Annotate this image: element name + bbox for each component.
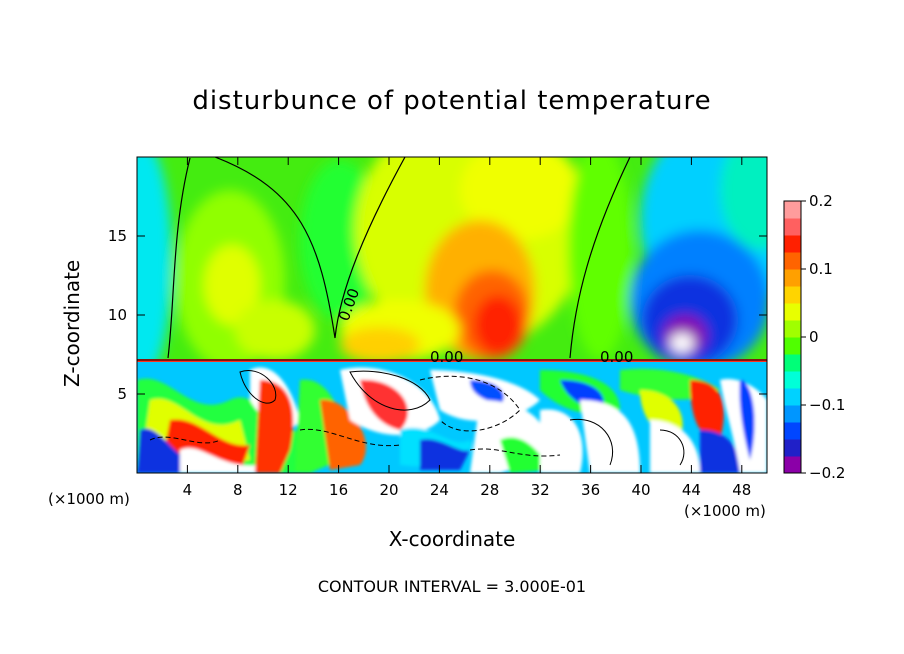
x-axis-label: X-coordinate — [388, 527, 516, 551]
x-tick-label: 44 — [682, 481, 701, 499]
colorbar-swatch — [784, 235, 801, 253]
colorbar-swatch — [784, 320, 801, 338]
colorbar-swatch — [784, 371, 801, 389]
contour-label: 0.00 — [600, 348, 633, 366]
colorbar-swatch — [784, 303, 801, 321]
contour-label: 0.00 — [430, 348, 463, 366]
colorbar-ticks: 0.2 0.1 0 −0.1 −0.2 — [801, 192, 845, 482]
x-tick-label: 16 — [329, 481, 348, 499]
colorbar-swatch — [784, 252, 801, 270]
x-tick-label: 32 — [531, 481, 550, 499]
colorbar — [783, 200, 802, 474]
colorbar-swatch — [784, 354, 801, 372]
colorbar-tick-label: 0.2 — [809, 192, 833, 210]
colorbar-swatch — [784, 456, 801, 474]
upper-field — [137, 157, 767, 359]
x-tick-label: 4 — [183, 481, 193, 499]
colorbar-tick-label: −0.1 — [809, 396, 845, 414]
x-tick-label: 20 — [379, 481, 398, 499]
x-unit-label-right: (×1000 m) — [684, 502, 766, 520]
y-axis-label: Z-coordinate — [60, 259, 84, 387]
y-tick-label: 15 — [108, 227, 127, 245]
colorbar-tick-label: 0 — [809, 328, 819, 346]
colorbar-swatch — [784, 405, 801, 423]
x-tick-label: 24 — [430, 481, 449, 499]
x-tick-label: 48 — [732, 481, 751, 499]
chart-title: disturbunce of potential temperature — [192, 86, 712, 116]
y-axis-ticks: 5 10 15 — [108, 227, 767, 403]
contour-interval: CONTOUR INTERVAL = 3.000E-01 — [317, 577, 587, 596]
colorbar-swatch — [784, 201, 801, 219]
colorbar-swatch — [784, 337, 801, 355]
y-tick-label: 10 — [108, 306, 127, 324]
x-tick-label: 12 — [279, 481, 298, 499]
x-tick-label: 40 — [631, 481, 650, 499]
colorbar-tick-label: −0.2 — [809, 464, 845, 482]
x-tick-label: 36 — [581, 481, 600, 499]
colorbar-swatch — [784, 218, 801, 236]
x-tick-label: 8 — [233, 481, 243, 499]
x-unit-label-left: (×1000 m) — [48, 490, 130, 508]
colorbar-swatch — [784, 388, 801, 406]
lower-field — [137, 359, 767, 473]
colorbar-tick-label: 0.1 — [809, 260, 833, 278]
colorbar-swatch — [784, 286, 801, 304]
x-axis-ticks: 4 8 12 16 20 24 28 32 36 40 44 48 — [183, 157, 751, 499]
y-tick-label: 5 — [117, 385, 127, 403]
colorbar-swatch — [784, 422, 801, 440]
colorbar-swatch — [784, 269, 801, 287]
x-tick-label: 28 — [480, 481, 499, 499]
colorbar-swatch — [784, 439, 801, 457]
